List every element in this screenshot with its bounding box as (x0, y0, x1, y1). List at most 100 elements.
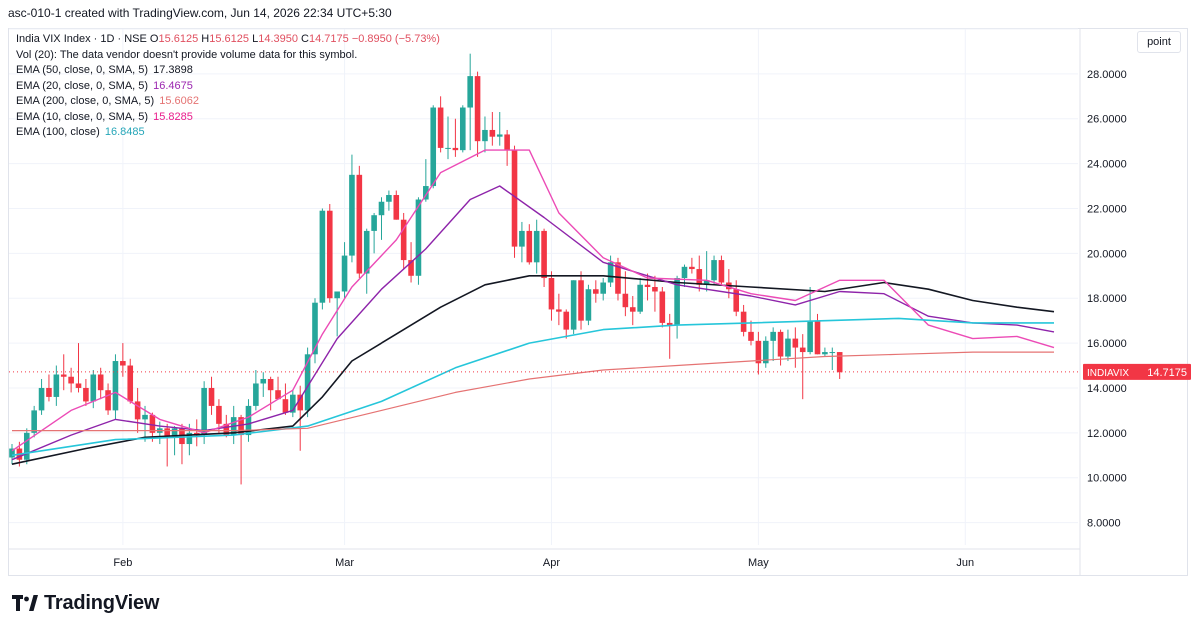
x-tick-label: Jun (956, 557, 974, 569)
legend-volume-row: Vol (20): The data vendor doesn't provid… (16, 48, 358, 61)
candle-body (423, 186, 429, 200)
candle-body (836, 352, 843, 373)
y-tick-label: 28.0000 (1087, 69, 1127, 81)
snapshot-header: asc-010-1 created with TradingView.com, … (8, 6, 392, 20)
legend-open-label: O (149, 33, 159, 45)
candle-body (75, 383, 82, 388)
candle-body (755, 340, 762, 364)
candle-body (171, 428, 178, 438)
candle-body (9, 448, 15, 458)
y-tick-label: 10.0000 (1087, 473, 1127, 485)
indicator-value: 17.3898 (153, 64, 193, 76)
candle-body (563, 311, 570, 330)
tradingview-logo[interactable]: TradingView (12, 590, 159, 616)
candle-body (386, 195, 392, 202)
candle-body (105, 390, 111, 411)
candle-body (578, 280, 584, 321)
candle-body (134, 401, 141, 420)
candle-body (489, 129, 496, 137)
candle-body (415, 199, 422, 276)
candle-body (733, 289, 740, 312)
ema-line (11, 149, 1055, 452)
candle-body (740, 311, 747, 332)
x-tick-label: May (748, 557, 769, 569)
legend-indicator-ema20[interactable]: EMA (20, close, 0, SMA, 5) 16.4675 (16, 79, 440, 95)
candle-body (718, 260, 725, 283)
ema-line (11, 185, 1055, 461)
candle-body (201, 387, 207, 436)
candle-body (142, 414, 148, 420)
legend-high-label: H (201, 33, 210, 45)
legend-indicator-ema100[interactable]: EMA (100, close) 16.8485 (16, 125, 440, 141)
candle-body (511, 150, 518, 247)
y-tick-label: 22.0000 (1087, 203, 1127, 215)
ema-line (11, 274, 1055, 465)
candle-body (164, 428, 170, 438)
candle-body (770, 331, 776, 341)
x-tick-label: Apr (543, 557, 560, 569)
price-tag-background (1083, 363, 1191, 380)
candle-body (696, 269, 703, 285)
candle-body (748, 331, 754, 341)
candle-body (38, 387, 45, 411)
candle-body (149, 414, 156, 433)
ema-line (11, 317, 1054, 457)
candle-body (430, 107, 437, 187)
candle-body (304, 354, 311, 411)
candle-body (585, 289, 592, 321)
candle-body (496, 134, 503, 137)
candle-body (504, 134, 510, 151)
legend-indicator-ema50[interactable]: EMA (50, close, 0, SMA, 5) 17.3898 (16, 63, 440, 79)
candle-body (223, 423, 230, 436)
candle-body (23, 432, 30, 460)
scale-mode-button[interactable]: point (1137, 31, 1181, 53)
candle-body (349, 174, 355, 256)
candle-body (689, 266, 695, 270)
chart-legend: India VIX Index · 1D · NSE O15.6125 H15.… (16, 32, 440, 141)
price-tag-value: 14.7175 (1147, 367, 1187, 379)
y-tick-label: 8.0000 (1087, 518, 1121, 530)
candle-body (548, 278, 555, 310)
tradingview-wordmark: TradingView (44, 591, 160, 614)
candle-body (615, 262, 621, 294)
candle-body (260, 378, 267, 384)
y-tick-label: 18.0000 (1087, 293, 1127, 305)
candle-body (216, 405, 222, 424)
chart-frame[interactable] (8, 28, 1188, 576)
candle-body (519, 230, 525, 247)
candle-body (467, 76, 473, 108)
candle-body (290, 394, 296, 413)
candle-body (777, 331, 784, 357)
x-tick-label: Feb (113, 557, 132, 569)
candle-body (319, 210, 326, 303)
candle-body (363, 230, 370, 274)
legend-symbol: India VIX Index · 1D · NSE (16, 33, 147, 45)
y-tick-label: 14.0000 (1087, 383, 1127, 395)
legend-indicator-ema200[interactable]: EMA (200, close, 0, SMA, 5) 15.6062 (16, 94, 440, 110)
candle-body (245, 405, 252, 436)
y-tick-label: 20.0000 (1087, 248, 1127, 260)
tradingview-logo-icon (12, 595, 38, 611)
candle-body (762, 340, 769, 364)
candle-body (437, 107, 444, 148)
candle-body (127, 365, 134, 402)
candle-body (807, 320, 813, 353)
candle-body (533, 230, 540, 263)
indicator-value: 16.8485 (104, 126, 145, 138)
candle-body (659, 291, 666, 323)
indicator-label: EMA (200, close, 0, SMA, 5) (16, 95, 155, 107)
candle-body (474, 76, 481, 142)
candle-body (90, 374, 97, 402)
candle-body (53, 374, 60, 397)
candle-body (326, 210, 333, 299)
indicator-label: EMA (20, close, 0, SMA, 5) (16, 79, 149, 92)
candle-body (312, 302, 318, 355)
candle-body (31, 410, 37, 433)
candle-body (120, 361, 126, 366)
legend-indicator-ema10[interactable]: EMA (10, close, 0, SMA, 5) 15.8285 (16, 110, 440, 126)
candle-body (799, 347, 806, 353)
candle-body (681, 266, 688, 279)
candle-body (83, 387, 89, 402)
candle-body (822, 352, 828, 355)
